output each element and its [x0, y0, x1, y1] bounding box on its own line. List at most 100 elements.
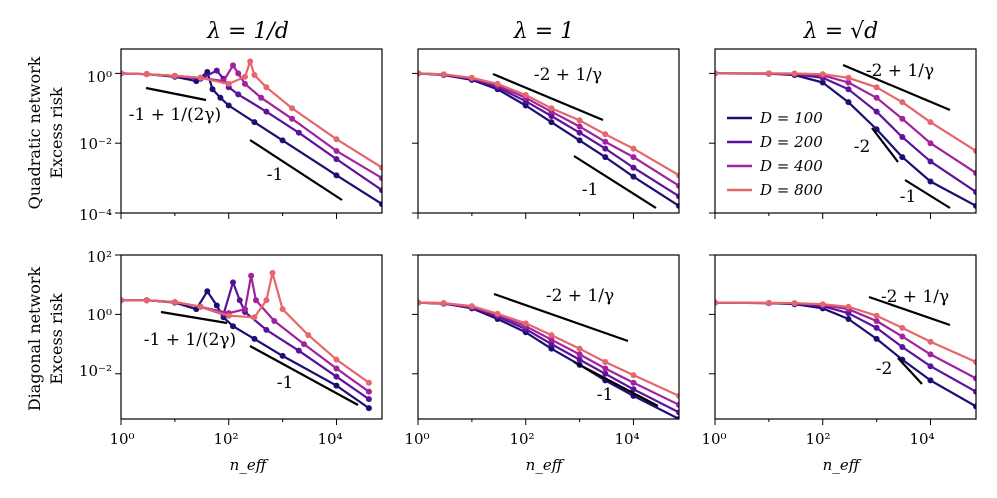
data-point — [676, 416, 679, 419]
data-point — [289, 115, 296, 122]
xlabel-c0: n_eff — [230, 456, 269, 474]
data-point — [899, 154, 906, 161]
data-point — [873, 324, 880, 331]
data-point — [440, 300, 447, 307]
data-point — [973, 169, 976, 176]
data-point — [379, 201, 382, 208]
data-point — [365, 388, 372, 395]
slope-line — [492, 72, 604, 122]
data-point — [927, 158, 934, 165]
slope-label: -1 + 1/(2γ) — [129, 105, 221, 125]
slope-label: -1 — [900, 187, 917, 207]
data-point — [630, 154, 637, 161]
data-point — [121, 297, 124, 304]
data-point — [121, 70, 124, 77]
data-point — [899, 134, 906, 141]
data-point — [365, 405, 372, 412]
data-point — [333, 156, 340, 163]
data-point — [365, 379, 372, 386]
data-point — [602, 138, 609, 145]
data-point — [225, 102, 232, 109]
ytick-label-row0-2: 10⁻⁴ — [79, 206, 112, 224]
slope-line — [145, 86, 207, 102]
data-point — [927, 363, 934, 370]
data-point — [230, 279, 237, 286]
data-point — [235, 91, 242, 98]
series-group — [715, 299, 976, 410]
slope-label: -2 — [876, 359, 893, 379]
data-point — [379, 187, 382, 194]
data-point — [230, 323, 237, 330]
data-point — [333, 356, 340, 363]
ytick-label-row0-0: 10⁰ — [87, 68, 112, 86]
data-point — [899, 343, 906, 350]
data-point — [676, 409, 679, 416]
data-point — [522, 92, 529, 99]
data-point — [301, 341, 308, 348]
data-point — [305, 332, 312, 339]
data-point — [602, 145, 609, 152]
data-point — [845, 79, 852, 86]
ytick-label-row0-1: 10⁻² — [79, 135, 112, 153]
data-point — [819, 79, 826, 86]
series-line-400 — [418, 72, 679, 187]
data-point — [791, 300, 798, 307]
data-point — [271, 317, 278, 324]
slope-line — [573, 155, 657, 209]
slope-label: -1 — [277, 373, 294, 393]
data-point — [333, 373, 340, 380]
series-line-800 — [715, 72, 976, 152]
data-point — [548, 341, 555, 348]
data-point — [258, 94, 265, 101]
data-point — [845, 74, 852, 81]
data-point — [241, 306, 248, 313]
data-point — [468, 303, 475, 310]
slope-label: -2 — [854, 137, 871, 157]
data-point — [333, 136, 340, 143]
series-line-200 — [418, 72, 679, 198]
panel-diagonal-lambda-sqrt-d: -2 + 1/γ -2 — [709, 254, 977, 425]
data-point — [676, 202, 679, 209]
data-point — [765, 299, 772, 306]
series-line-100 — [418, 301, 679, 419]
data-point — [251, 119, 258, 126]
data-point — [289, 105, 296, 112]
data-point — [241, 73, 248, 80]
data-point — [927, 377, 934, 384]
data-point — [819, 301, 826, 308]
data-point — [295, 129, 302, 136]
xlabel-c2: n_eff — [823, 456, 862, 474]
data-point — [440, 71, 447, 78]
series-line-800 — [418, 72, 679, 177]
data-point — [715, 299, 718, 306]
ytick-label-row1-2: 10⁻² — [79, 362, 112, 380]
panel-frame — [417, 48, 680, 214]
slope-line — [249, 139, 343, 201]
series-line-100 — [418, 72, 679, 207]
data-point — [676, 392, 679, 399]
slope-label: -1 — [267, 165, 284, 185]
data-point — [263, 84, 270, 91]
xtick-label-c1-0: 10⁰ — [404, 430, 429, 448]
slope-label: -2 + 1/γ — [546, 286, 614, 306]
data-point — [973, 358, 976, 365]
row-label-quadratic: Quadratic network Excess risk — [25, 56, 66, 209]
data-point — [676, 193, 679, 200]
data-point — [333, 147, 340, 154]
row-label-diagonal-line2: Excess risk — [47, 293, 66, 385]
data-point — [576, 137, 583, 144]
data-point — [171, 72, 178, 79]
data-point — [251, 314, 258, 321]
legend-label: D = 800 — [759, 181, 823, 199]
data-point — [927, 351, 934, 358]
data-point — [973, 188, 976, 195]
slope-line — [871, 127, 899, 163]
series-line-800 — [121, 271, 370, 384]
panel-diagonal-lambda-1: -2 + 1/γ -1 — [412, 254, 680, 425]
slope-label: -2 + 1/γ — [534, 65, 602, 85]
data-point — [279, 352, 286, 359]
legend: D = 100 D = 200 D = 400 D = 800 — [727, 109, 823, 199]
data-point — [230, 62, 237, 69]
data-point — [279, 137, 286, 144]
